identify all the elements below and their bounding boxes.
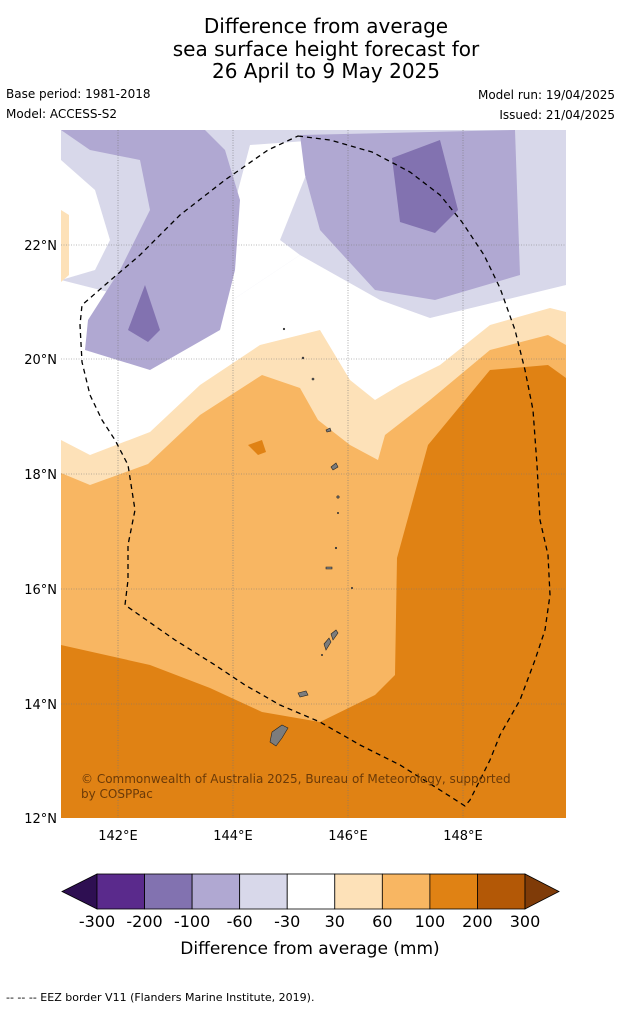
lat-label: 14°N: [24, 698, 57, 713]
lat-label: 18°N: [24, 468, 57, 483]
colorbar-swatch: [287, 874, 335, 909]
colorbar-ticks: -300 -200 -100 -60 -30 30 60 100 200 300: [79, 912, 540, 931]
colorbar-tick-label: -30: [274, 912, 300, 931]
colorbar-tick-label: -100: [174, 912, 210, 931]
colorbar-swatch: [430, 874, 478, 909]
map-figure: 22°N 20°N 18°N 16°N 14°N 12°N 142°E 144°…: [0, 0, 621, 1011]
colorbar-swatch: [240, 874, 288, 909]
colorbar-swatch: [97, 874, 145, 909]
island-sarigan: [335, 547, 337, 549]
colorbar-label: Difference from average (mm): [180, 939, 439, 959]
island-maug: [302, 357, 304, 359]
island-anatahan: [326, 567, 332, 569]
island-guguan: [337, 512, 338, 513]
island-alamagan: [337, 496, 339, 498]
colorbar-swatch: [192, 874, 240, 909]
copyright-credit: © Commonwealth of Australia 2025, Bureau…: [81, 772, 521, 802]
colorbar-arrow-low: [62, 874, 97, 909]
lat-label: 22°N: [24, 239, 57, 254]
lat-label: 16°N: [24, 583, 57, 598]
colorbar-tick-label: 60: [372, 912, 392, 931]
island-aguijan: [321, 654, 322, 655]
contour-pale-orange-edge: [61, 210, 69, 282]
lon-label: 142°E: [98, 829, 138, 844]
lat-axis: 22°N 20°N 18°N 16°N 14°N 12°N: [24, 239, 57, 827]
colorbar-tick-label: 100: [415, 912, 446, 931]
colorbar-tick-label: 300: [510, 912, 541, 931]
colorbar-tick-label: -60: [227, 912, 253, 931]
lat-label: 12°N: [24, 812, 57, 827]
island-farallon: [351, 587, 352, 588]
island-asuncion: [312, 378, 314, 380]
lat-label: 20°N: [24, 353, 57, 368]
colorbar-swatch: [477, 874, 525, 909]
colorbar-tick-label: 30: [325, 912, 345, 931]
colorbar-swatch: [145, 874, 193, 909]
lon-label: 144°E: [213, 829, 253, 844]
lon-axis: 142°E 144°E 146°E 148°E: [98, 829, 483, 844]
colorbar: [62, 874, 559, 909]
island-uracas: [283, 328, 285, 330]
eez-footnote: -- -- -- EEZ border V11 (Flanders Marine…: [6, 991, 314, 1004]
colorbar-tick-label: 200: [462, 912, 493, 931]
colorbar-tick-label: -200: [126, 912, 162, 931]
lon-label: 146°E: [328, 829, 368, 844]
colorbar-tick-label: -300: [79, 912, 115, 931]
colorbar-arrow-high: [525, 874, 559, 909]
colorbar-swatch: [382, 874, 430, 909]
colorbar-swatch: [335, 874, 383, 909]
lon-label: 148°E: [443, 829, 483, 844]
